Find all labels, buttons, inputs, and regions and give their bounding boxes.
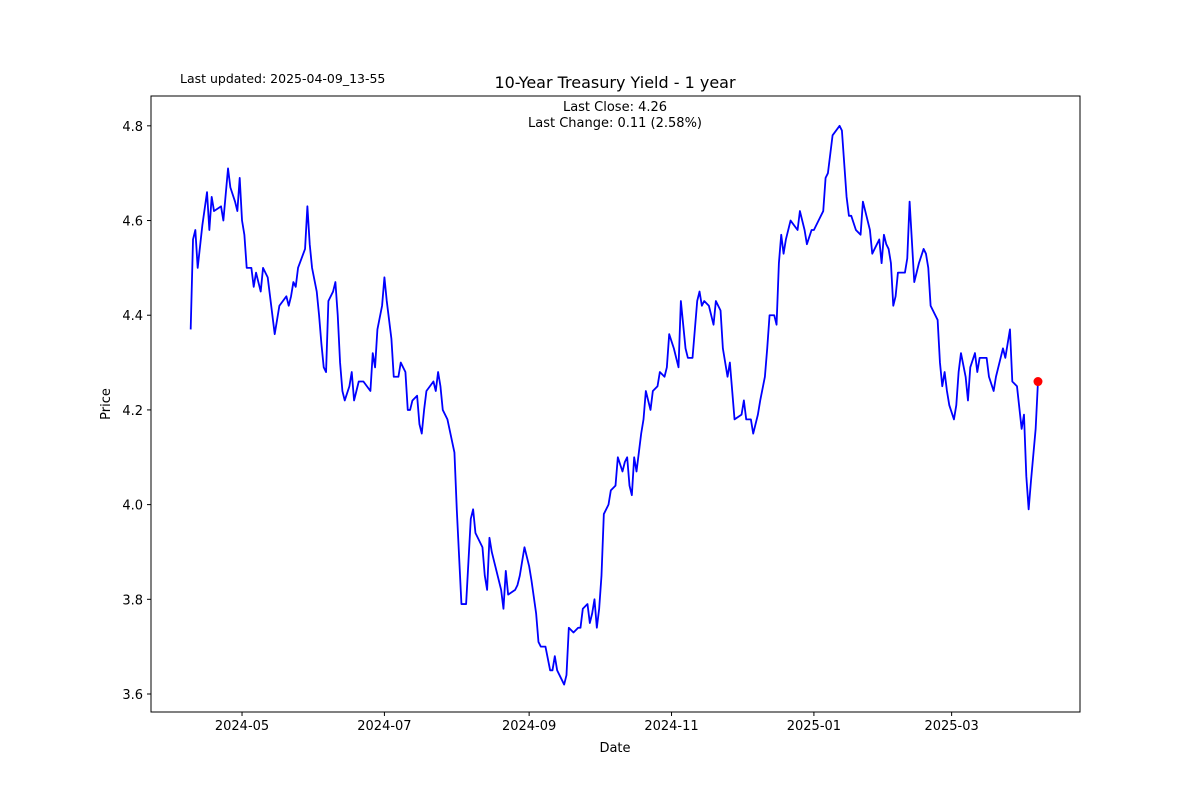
x-tick-label: 2025-01 [787,719,841,734]
y-tick-label: 4.4 [122,309,143,324]
y-tick-label: 3.6 [122,688,143,703]
chart-title: 10-Year Treasury Yield - 1 year [494,73,736,92]
y-tick-label: 3.8 [122,593,143,608]
axes-frame [150,95,1081,713]
annotation: Last Change: 0.11 (2.58%) [528,116,702,131]
last-point-marker [1033,377,1043,387]
x-tick-label: 2024-05 [215,719,269,734]
y-tick-label: 4.0 [122,499,143,514]
annotation: Last Close: 4.26 [563,100,667,115]
y-tick-label: 4.6 [122,215,143,230]
x-tick-label: 2024-07 [357,719,411,734]
x-axis-label: Date [599,741,630,756]
chart-subtitle: Last updated: 2025-04-09_13-55 [180,71,385,86]
y-axis-label: Price [99,388,114,420]
y-tick-label: 4.8 [122,120,143,135]
x-tick-label: 2024-09 [502,719,556,734]
line-series [189,124,1039,686]
x-tick-label: 2024-11 [644,719,698,734]
plot-area [189,124,1043,686]
x-tick-label: 2025-03 [924,719,978,734]
y-tick-label: 4.2 [122,404,143,419]
